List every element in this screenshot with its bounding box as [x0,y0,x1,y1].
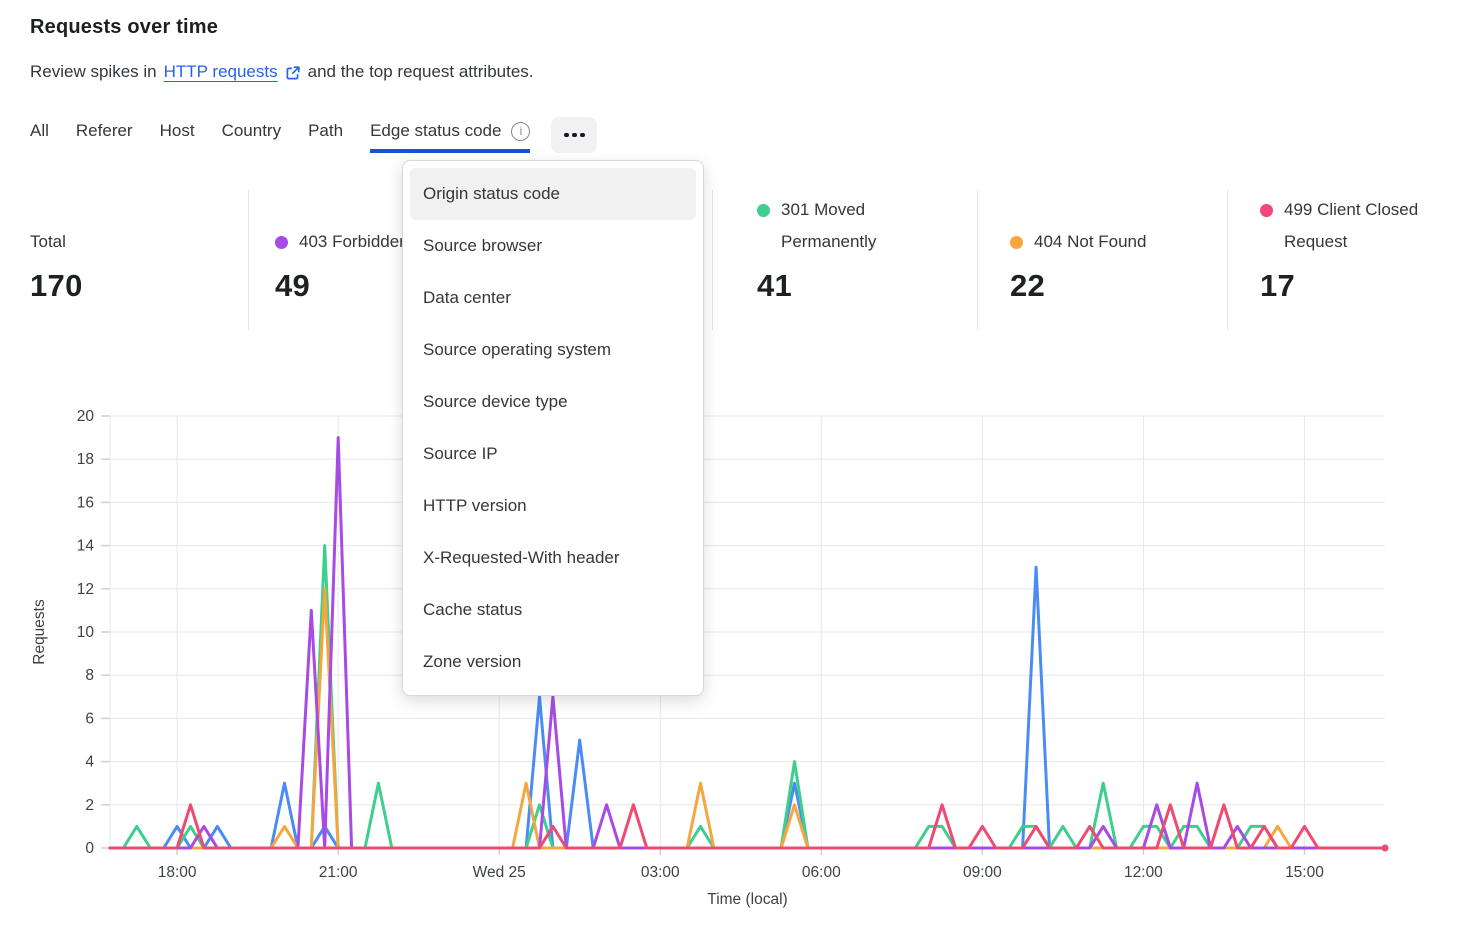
tab-edge-status-code-label: Edge status code [370,121,502,140]
dropdown-item-source-device-type[interactable]: Source device type [423,392,568,411]
dropdown-item-cache-status[interactable]: Cache status [423,600,523,619]
svg-text:14: 14 [77,538,95,555]
requests-over-time-chart: 0 2 4 6 8 10 12 14 16 18 20 18:00 21:00 Wed 25 03:00 06… [31,408,1389,908]
stats-row: Total 170 403 Forbidden 49 301 Moved Per… [0,190,1458,330]
stat-divider [248,190,249,330]
series-line-403-forbidden [108,436,1387,850]
status-301-dot [757,204,770,217]
dropdown-item-origin-status-code[interactable]: Origin status code [410,168,696,220]
http-requests-link[interactable]: HTTP requests [163,62,278,81]
tab-country[interactable]: Country [221,121,282,140]
stat-divider [1227,190,1228,330]
status-403-dot [275,236,288,249]
tab-host[interactable]: Host [159,121,195,140]
svg-text:2: 2 [85,797,94,814]
stat-301-moved-permanently: 301 Moved Permanently 41 [757,190,917,304]
svg-text:12: 12 [77,581,94,598]
stat-403-label: 403 Forbidden [299,232,409,251]
attribute-tabs: All Referer Host Country Path Edge statu… [30,117,598,153]
dropdown-item-zone-version[interactable]: Zone version [423,652,522,671]
tab-path[interactable]: Path [308,121,344,140]
subtitle-text-suffix: and the top request attributes. [307,62,534,81]
tab-referer[interactable]: Referer [75,121,133,140]
stat-total-label: Total [30,232,66,251]
dropdown-item-x-requested-with-header[interactable]: X-Requested-With header [423,548,620,567]
stat-total-value: 170 [30,268,83,303]
dropdown-item-http-version[interactable]: HTTP version [423,496,527,515]
y-axis-label: Requests [31,599,48,665]
status-404-dot [1010,236,1023,249]
svg-text:18: 18 [77,451,94,468]
tab-all[interactable]: All [30,121,49,140]
series-line-499-client-closed-request [108,803,1387,850]
status-499-dot [1260,204,1273,217]
svg-text:8: 8 [85,667,94,684]
svg-text:10: 10 [77,624,95,641]
stat-499-label: 499 Client Closed Request [1284,200,1419,251]
svg-text:06:00: 06:00 [802,864,841,881]
svg-text:0: 0 [85,840,94,857]
svg-text:Wed 25: Wed 25 [473,864,526,881]
svg-text:6: 6 [85,710,94,727]
svg-text:03:00: 03:00 [641,864,680,881]
svg-text:15:00: 15:00 [1285,864,1324,881]
dropdown-item-source-operating-system[interactable]: Source operating system [423,340,612,359]
page-subtitle: Review spikes in HTTP requests and the t… [30,62,534,82]
svg-text:12:00: 12:00 [1124,864,1163,881]
svg-text:21:00: 21:00 [319,864,358,881]
more-tabs-button[interactable] [551,117,598,153]
tab-edge-status-code[interactable]: Edge status code i [370,121,531,153]
stat-total: Total 170 [30,190,83,304]
external-link-icon [285,65,301,81]
stat-301-value: 41 [757,268,793,303]
dropdown-item-source-browser[interactable]: Source browser [423,236,543,255]
stat-301-label: 301 Moved Permanently [781,200,877,251]
svg-text:16: 16 [77,494,94,511]
stat-403-value: 49 [275,268,311,303]
stat-404-label: 404 Not Found [1034,232,1147,251]
stat-divider [977,190,978,330]
svg-text:18:00: 18:00 [158,864,197,881]
stat-403-forbidden: 403 Forbidden 49 [275,190,409,304]
svg-text:4: 4 [85,754,94,771]
subtitle-text-prefix: Review spikes in [30,62,157,81]
stat-499-value: 17 [1260,268,1296,303]
x-axis-label: Time (local) [707,891,787,908]
dropdown-item-data-center[interactable]: Data center [423,288,511,307]
info-icon[interactable]: i [511,121,531,141]
attribute-dropdown-menu: Origin status code Source browser Data cen… [402,160,704,696]
stat-404-value: 22 [1010,268,1046,303]
svg-text:09:00: 09:00 [963,864,1002,881]
ellipsis-icon [564,132,569,138]
stat-499-client-closed-request: 499 Client Closed Request 17 [1260,190,1420,304]
stat-404-not-found: 404 Not Found 22 [1010,190,1146,304]
stat-divider [712,190,713,330]
svg-text:20: 20 [77,408,95,425]
dropdown-item-source-ip[interactable]: Source IP [423,444,498,463]
page-title: Requests over time [30,16,219,38]
